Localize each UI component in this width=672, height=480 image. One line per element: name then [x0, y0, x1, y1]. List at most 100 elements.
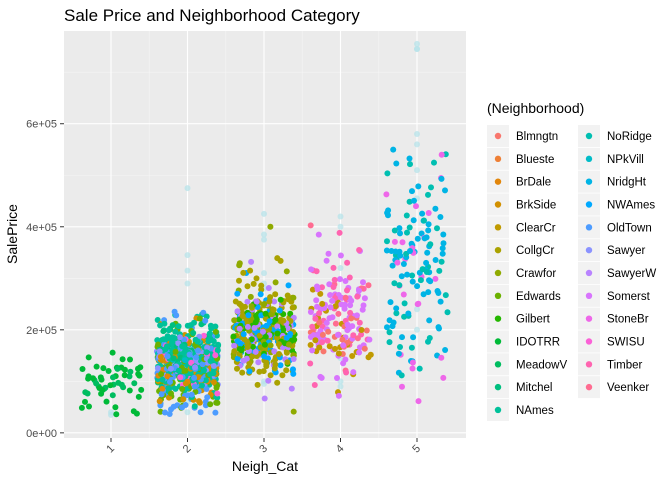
data-point [276, 351, 282, 357]
data-point [334, 375, 340, 381]
data-point [118, 381, 125, 388]
data-point [210, 379, 217, 386]
legend-swatch [494, 178, 502, 185]
data-point [427, 241, 434, 248]
legend-label: Veenker [607, 382, 649, 394]
data-point [138, 386, 145, 393]
data-point [316, 319, 323, 326]
data-point [164, 373, 171, 380]
data-point [262, 310, 269, 317]
data-point [325, 250, 332, 257]
faint-point [184, 185, 191, 192]
data-point [258, 286, 265, 293]
legend-swatch [585, 155, 593, 163]
data-point [431, 159, 437, 166]
data-point [231, 317, 238, 324]
data-point [194, 347, 201, 354]
data-point [316, 310, 323, 317]
data-point [323, 319, 330, 326]
legend-label: Blmngtn [516, 131, 558, 143]
data-point [440, 374, 447, 381]
data-point [323, 257, 330, 264]
data-point [202, 377, 209, 384]
data-point [425, 210, 432, 216]
data-point [290, 370, 297, 377]
data-point [396, 282, 403, 289]
data-point [158, 371, 165, 378]
data-point [156, 348, 163, 355]
data-point [182, 367, 189, 374]
data-point [169, 322, 176, 329]
data-points [78, 146, 451, 418]
data-point [127, 356, 133, 363]
data-point [425, 221, 432, 228]
data-point [309, 323, 316, 330]
chart-title: Sale Price and Neighborhood Category [64, 6, 360, 25]
faint-point [337, 383, 344, 390]
data-point [288, 385, 295, 392]
y-tick-label: 4e+05 [26, 222, 57, 234]
data-point [234, 355, 241, 362]
data-point [290, 366, 296, 373]
data-point [112, 404, 119, 411]
data-point [186, 351, 193, 358]
data-point [343, 369, 350, 376]
data-point [182, 357, 188, 364]
faint-point [414, 40, 420, 47]
data-point [113, 411, 120, 418]
data-point [391, 238, 398, 245]
legend-swatch [494, 292, 502, 300]
data-point [399, 334, 405, 341]
legend-title: (Neighborhood) [487, 100, 584, 116]
data-point [308, 266, 315, 273]
x-tick-label: 5 [410, 443, 423, 456]
data-point [360, 302, 367, 309]
data-point [239, 313, 246, 319]
data-point [327, 304, 334, 311]
faint-point [108, 411, 114, 418]
data-point [342, 294, 349, 301]
data-point [336, 229, 343, 236]
data-point [214, 390, 221, 397]
data-point [442, 292, 449, 299]
data-point [90, 375, 96, 382]
data-point [399, 383, 405, 390]
data-point [405, 310, 412, 317]
data-point [393, 160, 400, 167]
data-point [444, 309, 451, 316]
data-point [327, 292, 334, 298]
data-point [277, 362, 284, 369]
data-point [272, 291, 279, 298]
data-point [414, 235, 421, 242]
data-point [307, 222, 314, 229]
data-point [366, 336, 373, 343]
legend-label: OldTown [607, 222, 652, 234]
data-point [253, 298, 260, 305]
data-point [423, 269, 430, 275]
data-point [423, 259, 430, 266]
data-point [274, 330, 281, 337]
data-point [331, 276, 338, 283]
legend-label: NridgHt [607, 177, 647, 189]
data-point [386, 339, 393, 346]
data-point [93, 363, 100, 370]
data-point [350, 332, 357, 339]
data-point [172, 348, 179, 355]
data-point [409, 359, 416, 366]
data-point [160, 328, 167, 335]
data-point [248, 336, 255, 343]
data-point [110, 374, 116, 381]
faint-point [184, 252, 191, 259]
data-point [421, 235, 428, 242]
data-point [262, 333, 269, 340]
y-tick-label: 0e+00 [26, 428, 57, 440]
data-point [385, 212, 391, 219]
data-point [78, 404, 85, 411]
data-point [191, 383, 198, 390]
data-point [231, 348, 238, 355]
data-point [243, 338, 250, 345]
data-point [236, 260, 243, 267]
data-point [409, 278, 416, 285]
legend-label: NAmes [516, 405, 554, 417]
data-point [354, 293, 361, 300]
